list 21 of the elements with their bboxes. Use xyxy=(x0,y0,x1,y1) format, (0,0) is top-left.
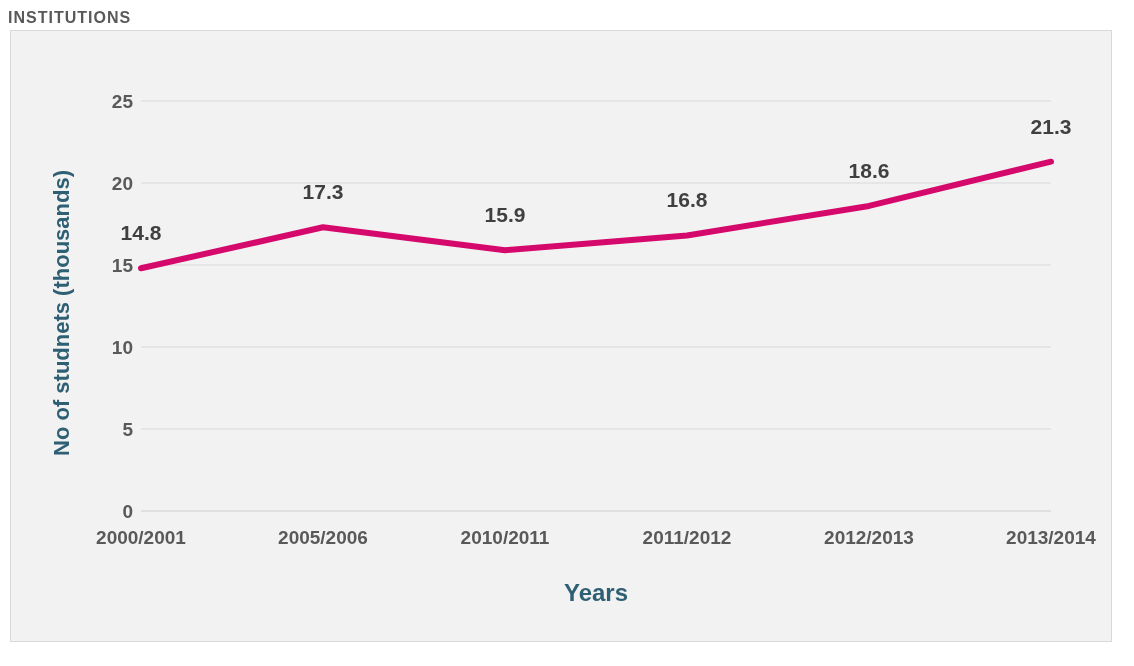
y-tick-label: 20 xyxy=(111,172,133,194)
x-tick-label: 2011/2012 xyxy=(642,527,732,549)
x-tick-label: 2012/2013 xyxy=(824,527,914,549)
y-tick-label: 25 xyxy=(111,90,134,112)
data-label: 18.6 xyxy=(848,158,890,182)
chart-title: INSTITUTIONS xyxy=(8,8,133,28)
data-label: 17.3 xyxy=(302,180,344,204)
x-tick-label: 2000/2001 xyxy=(96,527,187,549)
y-tick-label: 5 xyxy=(122,418,134,440)
x-tick-label: 2005/2006 xyxy=(278,527,368,549)
y-tick-label: 15 xyxy=(111,254,134,276)
x-tick-label: 2010/2011 xyxy=(460,527,550,549)
x-axis-title: Years xyxy=(563,579,629,606)
data-label: 15.9 xyxy=(484,203,526,227)
y-tick-label: 10 xyxy=(111,336,133,358)
y-tick-label: 0 xyxy=(122,500,133,522)
data-label: 21.3 xyxy=(1030,114,1072,138)
data-label: 14.8 xyxy=(120,221,162,245)
y-axis-title: No of studnets (thousands) xyxy=(48,170,74,456)
x-tick-label: 2013/2014 xyxy=(1006,527,1097,549)
data-label: 16.8 xyxy=(666,188,708,212)
